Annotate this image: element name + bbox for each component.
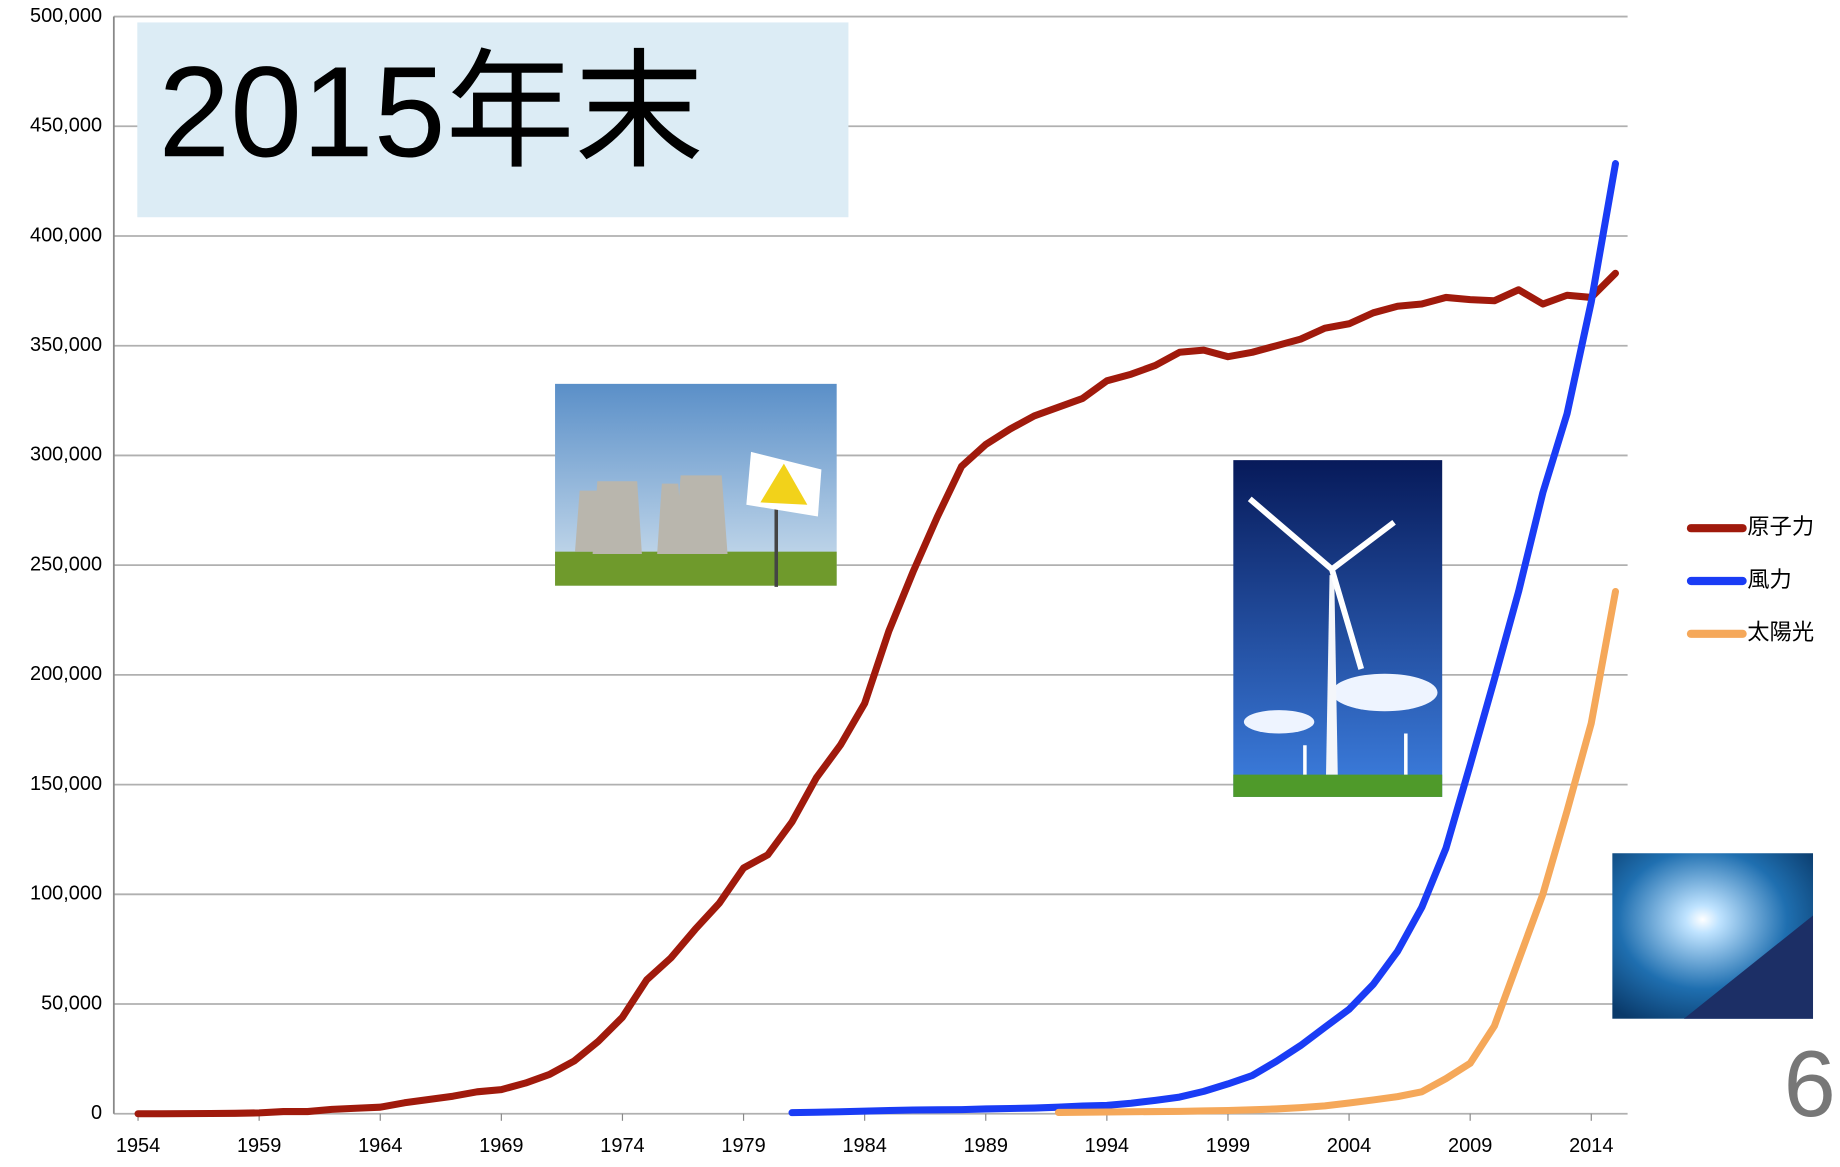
legend-label: 原子力 [1747, 514, 1814, 539]
photo-solar [1612, 853, 1814, 1019]
x-tick-label: 1999 [1206, 1135, 1250, 1157]
y-tick-label: 400,000 [30, 224, 102, 246]
x-tick-label: 1969 [479, 1135, 523, 1157]
photo-nuclear [555, 383, 837, 587]
y-tick-label: 300,000 [30, 444, 102, 466]
y-tick-label: 100,000 [30, 883, 102, 905]
x-tick-label: 1954 [116, 1135, 160, 1157]
legend-label: 太陽光 [1747, 620, 1814, 645]
x-tick-label: 1974 [600, 1135, 644, 1157]
x-tick-label: 1984 [842, 1135, 886, 1157]
series-line [788, 160, 1620, 1117]
chart-title: 2015年末 [158, 40, 703, 184]
y-tick-label: 450,000 [30, 115, 102, 137]
y-tick-label: 350,000 [30, 334, 102, 356]
y-tick-label: 250,000 [30, 553, 102, 575]
series-line [1054, 587, 1620, 1116]
x-tick-label: 1979 [721, 1135, 765, 1157]
y-tick-label: 200,000 [30, 663, 102, 685]
page-number: 6 [1784, 1031, 1836, 1136]
x-tick-label: 2009 [1448, 1135, 1492, 1157]
x-tick-label: 2004 [1327, 1135, 1371, 1157]
x-tick-label: 1959 [237, 1135, 281, 1157]
y-tick-label: 50,000 [41, 992, 102, 1014]
photo-wind [1233, 460, 1443, 797]
x-tick-label: 1994 [1085, 1135, 1129, 1157]
plot [134, 160, 1620, 1118]
series-line [134, 269, 1620, 1118]
x-tick-label: 1989 [964, 1135, 1008, 1157]
y-tick-label: 150,000 [30, 773, 102, 795]
title-box [137, 22, 849, 218]
x-tick-label: 2014 [1569, 1135, 1613, 1157]
legend-label: 風力 [1747, 567, 1792, 592]
y-tick-label: 500,000 [30, 5, 102, 27]
y-tick-label: 0 [91, 1102, 102, 1124]
x-tick-label: 1964 [358, 1135, 402, 1157]
